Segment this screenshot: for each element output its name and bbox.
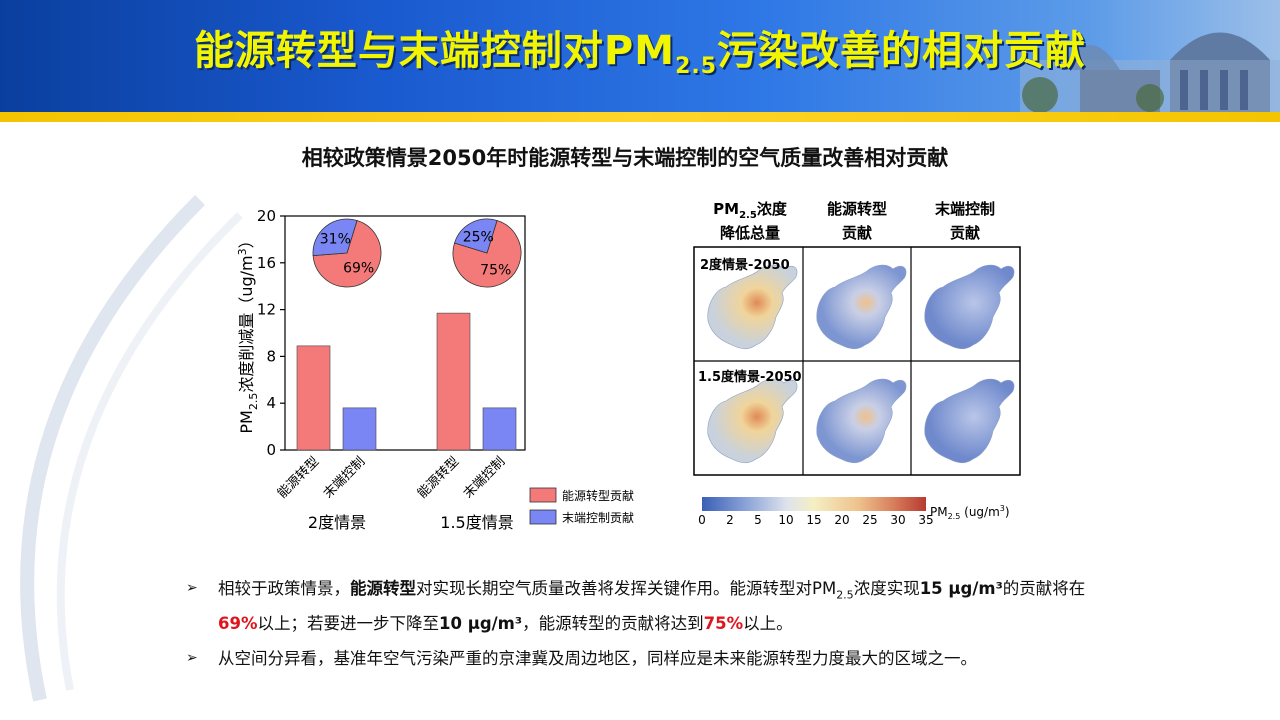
colorbar-tick: 0 — [698, 513, 706, 527]
colorbar-tick: 30 — [890, 513, 905, 527]
legend-label-control: 末端控制贡献 — [562, 510, 634, 525]
column-header-control: 末端控制 — [935, 200, 995, 218]
y-tick-label: 0 — [266, 441, 276, 459]
bar-control — [482, 407, 517, 451]
row-label-2deg: 2度情景-2050 — [700, 257, 790, 273]
colorbar-tick: 35 — [918, 513, 933, 527]
arrow-bullet-icon: ➢ — [186, 580, 198, 596]
pie-slice-energy — [312, 220, 382, 288]
china-map — [913, 249, 1018, 359]
china-map — [805, 249, 910, 359]
colorbar-tick: 10 — [778, 513, 793, 527]
y-tick-label: 4 — [266, 394, 276, 412]
bar-control — [342, 407, 377, 451]
header-banner: 能源转型与末端控制对PM2.5污染改善的相对贡献 — [0, 0, 1280, 112]
figure-title: 相较政策情景2050年时能源转型与末端控制的空气质量改善相对贡献 — [301, 146, 949, 170]
pie-slice-control — [312, 218, 358, 257]
bar-energy — [436, 312, 471, 451]
colorbar-tick: 2 — [726, 513, 734, 527]
y-tick-label: 20 — [257, 207, 276, 225]
china-map — [805, 363, 910, 473]
column-header-energy: 能源转型 — [827, 200, 887, 218]
pie-slice-energy — [452, 220, 522, 288]
colorbar — [702, 497, 926, 511]
y-tick-label: 12 — [257, 301, 276, 319]
y-tick-label: 8 — [266, 347, 276, 365]
bullet-item-2: ➢ 从空间分异看，基准年空气污染严重的京津冀及周边地区，同样应是未来能源转型力度… — [186, 644, 1106, 673]
column-header-total-line2: 降低总量 — [720, 224, 780, 242]
colorbar-tick: 15 — [806, 513, 821, 527]
x-tick-label: 末端控制 — [461, 454, 508, 501]
y-axis-label: PM2.5浓度削减量（ug/m3） — [236, 232, 260, 433]
bullet-item-1: ➢ 相较于政策情景，能源转型对实现长期空气质量改善将发挥关键作用。能源转型对PM… — [186, 574, 1106, 638]
legend-label-energy: 能源转型贡献 — [562, 488, 634, 503]
china-map — [913, 363, 1018, 473]
pie-slice-control — [454, 218, 498, 254]
column-header-energy-line2: 贡献 — [842, 224, 872, 242]
campus-building-illustration — [1020, 32, 1280, 112]
pie-label: 75% — [480, 263, 511, 279]
pie-label: 69% — [343, 261, 374, 277]
legend: 能源转型贡献 末端控制贡献 — [529, 487, 634, 525]
column-headers: PM2.5浓度 降低总量 能源转型 贡献 末端控制 贡献 — [713, 200, 995, 242]
x-tick-label: 能源转型 — [275, 454, 322, 501]
legend-swatch-energy — [529, 487, 557, 503]
group-label: 2度情景 — [308, 513, 366, 532]
bullet-list: ➢ 相较于政策情景，能源转型对实现长期空气质量改善将发挥关键作用。能源转型对PM… — [186, 574, 1106, 679]
column-header-total: PM2.5浓度 — [713, 200, 788, 221]
y-tick-label: 16 — [257, 254, 276, 272]
pie-label: 25% — [463, 229, 494, 245]
row-label-1-5deg: 1.5度情景-2050 — [698, 369, 802, 385]
column-header-control-line2: 贡献 — [950, 224, 980, 242]
map-panel: PM2.5浓度 降低总量 能源转型 贡献 末端控制 贡献 2度情景-2050 1… — [693, 200, 1021, 527]
bar-energy — [296, 345, 331, 451]
colorbar-tick: 5 — [754, 513, 762, 527]
arrow-bullet-icon: ➢ — [186, 650, 198, 667]
china-map — [696, 363, 801, 473]
china-map — [696, 249, 801, 359]
x-tick-label: 末端控制 — [321, 454, 368, 501]
plot-frame — [284, 215, 526, 451]
legend-swatch-control — [529, 509, 557, 525]
colorbar-tick: 20 — [834, 513, 849, 527]
colorbar-label: PM2.5 (ug/m3) — [930, 504, 1010, 521]
pie-label: 31% — [320, 231, 351, 247]
colorbar-tick: 25 — [862, 513, 877, 527]
group-label: 1.5度情景 — [440, 513, 513, 532]
slide-title: 能源转型与末端控制对PM2.5污染改善的相对贡献 — [193, 28, 1087, 79]
x-tick-label: 能源转型 — [415, 454, 462, 501]
header-divider — [0, 112, 1280, 122]
